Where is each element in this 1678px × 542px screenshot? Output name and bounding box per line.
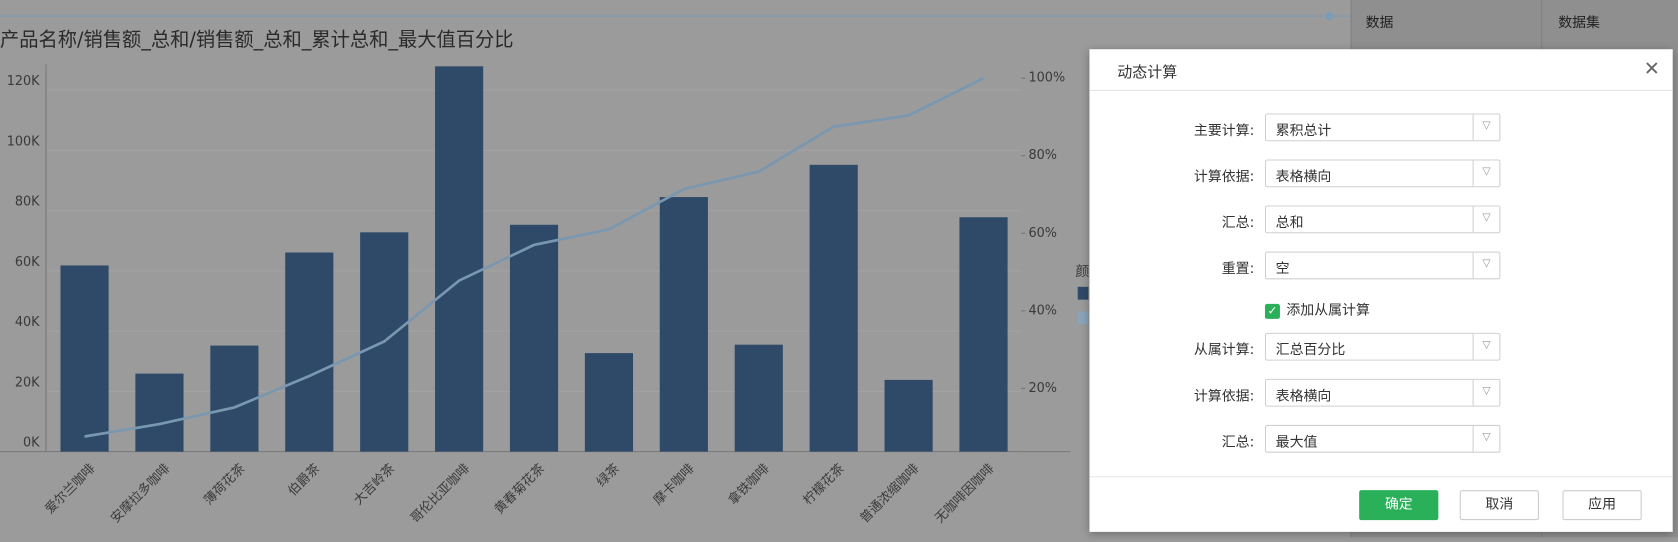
select[interactable]: 总和 ▽ bbox=[1264, 205, 1501, 234]
y-tick-label: 0K bbox=[23, 436, 40, 451]
y-tick-label: 120K bbox=[7, 74, 40, 89]
x-tick-label: 绿茶 bbox=[593, 460, 623, 490]
chart-title: 产品名称/销售额_总和/销售额_总和_累计总和_最大值百分比 bbox=[0, 28, 513, 51]
x-tick-label: 薄荷花茶 bbox=[201, 460, 249, 508]
dropdown-arrow: ▽ bbox=[1472, 333, 1500, 360]
bar bbox=[210, 345, 259, 452]
dropdown-arrow: ▽ bbox=[1472, 160, 1500, 187]
x-tick-label: 柠檬花茶 bbox=[800, 460, 848, 508]
tab[interactable]: 数据 bbox=[1365, 14, 1394, 32]
y-tick-label: 60K bbox=[15, 255, 40, 270]
field-label: 汇总: bbox=[1221, 434, 1255, 451]
bar bbox=[659, 197, 708, 452]
select[interactable]: 累积总计 ▽ bbox=[1264, 113, 1501, 142]
x-tick-label: 爱尔兰咖啡 bbox=[42, 461, 98, 517]
legend-title: 颜 bbox=[1076, 264, 1090, 280]
chart: 产品名称/销售额_总和/销售额_总和_累计总和_最大值百分比 颜 0K 20K 40… bbox=[0, 11, 1351, 526]
x-tick-label: 哥伦比亚咖啡 bbox=[408, 461, 473, 526]
legend-swatch bbox=[1077, 311, 1089, 325]
y-tick-label: 20K bbox=[15, 375, 40, 390]
bar bbox=[60, 265, 109, 452]
bar bbox=[509, 224, 559, 452]
form-row: 主要计算: 累积总计 ▽ bbox=[1089, 113, 1672, 142]
x-tick-label: 大吉岭茶 bbox=[350, 460, 398, 508]
bar bbox=[135, 373, 184, 452]
select-value: 表格横向 bbox=[1275, 169, 1332, 186]
x-tick-label: 安摩拉多咖啡 bbox=[108, 460, 174, 526]
y-tick-label: 100K bbox=[7, 134, 40, 149]
x-tick-label: 黄春菊花茶 bbox=[491, 460, 548, 517]
bar bbox=[809, 164, 858, 452]
x-tick-label: 普通浓缩咖啡 bbox=[857, 460, 923, 526]
dropdown-arrow: ▽ bbox=[1472, 206, 1500, 233]
field-label: 主要计算: bbox=[1193, 123, 1255, 140]
form-row: 计算依据: 表格横向 ▽ bbox=[1089, 378, 1672, 407]
select[interactable]: 空 ▽ bbox=[1264, 251, 1501, 280]
select[interactable]: 表格横向 ▽ bbox=[1264, 378, 1501, 407]
dropdown-arrow: ▽ bbox=[1472, 379, 1500, 406]
bar bbox=[584, 353, 634, 452]
select[interactable]: 表格横向 ▽ bbox=[1264, 159, 1501, 188]
field-label: 计算依据: bbox=[1193, 169, 1255, 186]
select[interactable]: 汇总百分比 ▽ bbox=[1264, 332, 1501, 361]
bar bbox=[884, 379, 933, 452]
x-tick-label: 伯爵茶 bbox=[285, 460, 324, 499]
bar bbox=[435, 66, 484, 452]
field-label: 计算依据: bbox=[1193, 388, 1255, 405]
select-value: 总和 bbox=[1275, 215, 1304, 232]
x-tick-label: 无咖啡因咖啡 bbox=[932, 461, 997, 526]
form-row: 计算依据: 表格横向 ▽ bbox=[1089, 159, 1672, 188]
select-value: 表格横向 bbox=[1275, 388, 1332, 405]
y2-tick-label: 60% bbox=[1028, 226, 1057, 241]
ok-button[interactable]: 确定 bbox=[1359, 490, 1439, 521]
y2-tick-label: 40% bbox=[1028, 303, 1057, 318]
legend-swatch bbox=[1077, 286, 1089, 300]
checkbox[interactable]: ✓ 添加从属计算 bbox=[1264, 299, 1370, 319]
x-tick-label: 摩卡咖啡 bbox=[650, 460, 698, 508]
select-value: 最大值 bbox=[1275, 434, 1318, 451]
form-row: 汇总: 总和 ▽ bbox=[1089, 205, 1672, 234]
apply-button[interactable]: 应用 bbox=[1562, 490, 1642, 521]
y2-tick-label: 100% bbox=[1028, 71, 1065, 86]
checkbox-label: 添加从属计算 bbox=[1286, 302, 1370, 319]
y-tick-label: 40K bbox=[15, 315, 40, 330]
field-label: 重置: bbox=[1221, 261, 1255, 278]
field-label: 汇总: bbox=[1221, 215, 1255, 232]
bar bbox=[959, 217, 1008, 452]
y2-tick-label: 20% bbox=[1028, 381, 1057, 396]
dropdown-arrow: ▽ bbox=[1472, 114, 1500, 141]
tab[interactable]: 数据集 bbox=[1558, 14, 1600, 32]
dialog-title: 动态计算 bbox=[1117, 64, 1178, 82]
dialog-header: 动态计算 ✕ bbox=[1089, 49, 1673, 91]
form-row: 汇总: 最大值 ▽ bbox=[1089, 424, 1672, 453]
select-value: 累积总计 bbox=[1275, 123, 1332, 140]
bar bbox=[285, 252, 334, 452]
cancel-button[interactable]: 取消 bbox=[1459, 490, 1539, 521]
close-button[interactable]: ✕ bbox=[1643, 57, 1660, 81]
dialog: 动态计算 ✕ 主要计算: 累积总计 ▽ 计算依据: 表格横向 ▽ 汇总: 总和 ▽ 重置: 空 ▽ 从属计… bbox=[1089, 49, 1673, 532]
x-tick-label: 拿铁咖啡 bbox=[725, 460, 773, 508]
y2-tick-label: 80% bbox=[1028, 148, 1057, 163]
select-value: 空 bbox=[1275, 261, 1290, 278]
handle bbox=[1324, 11, 1334, 21]
select-value: 汇总百分比 bbox=[1275, 342, 1346, 359]
form-row: 重置: 空 ▽ bbox=[1089, 251, 1672, 280]
select[interactable]: 最大值 ▽ bbox=[1264, 424, 1501, 453]
field-label: 从属计算: bbox=[1193, 342, 1255, 359]
line bbox=[84, 76, 985, 438]
bar bbox=[734, 344, 783, 452]
y-tick-label: 80K bbox=[15, 195, 40, 210]
dropdown-arrow: ▽ bbox=[1472, 425, 1500, 452]
dropdown-arrow: ▽ bbox=[1472, 252, 1500, 279]
form-row: 从属计算: 汇总百分比 ▽ bbox=[1089, 332, 1672, 361]
footer-divider bbox=[1089, 476, 1673, 478]
